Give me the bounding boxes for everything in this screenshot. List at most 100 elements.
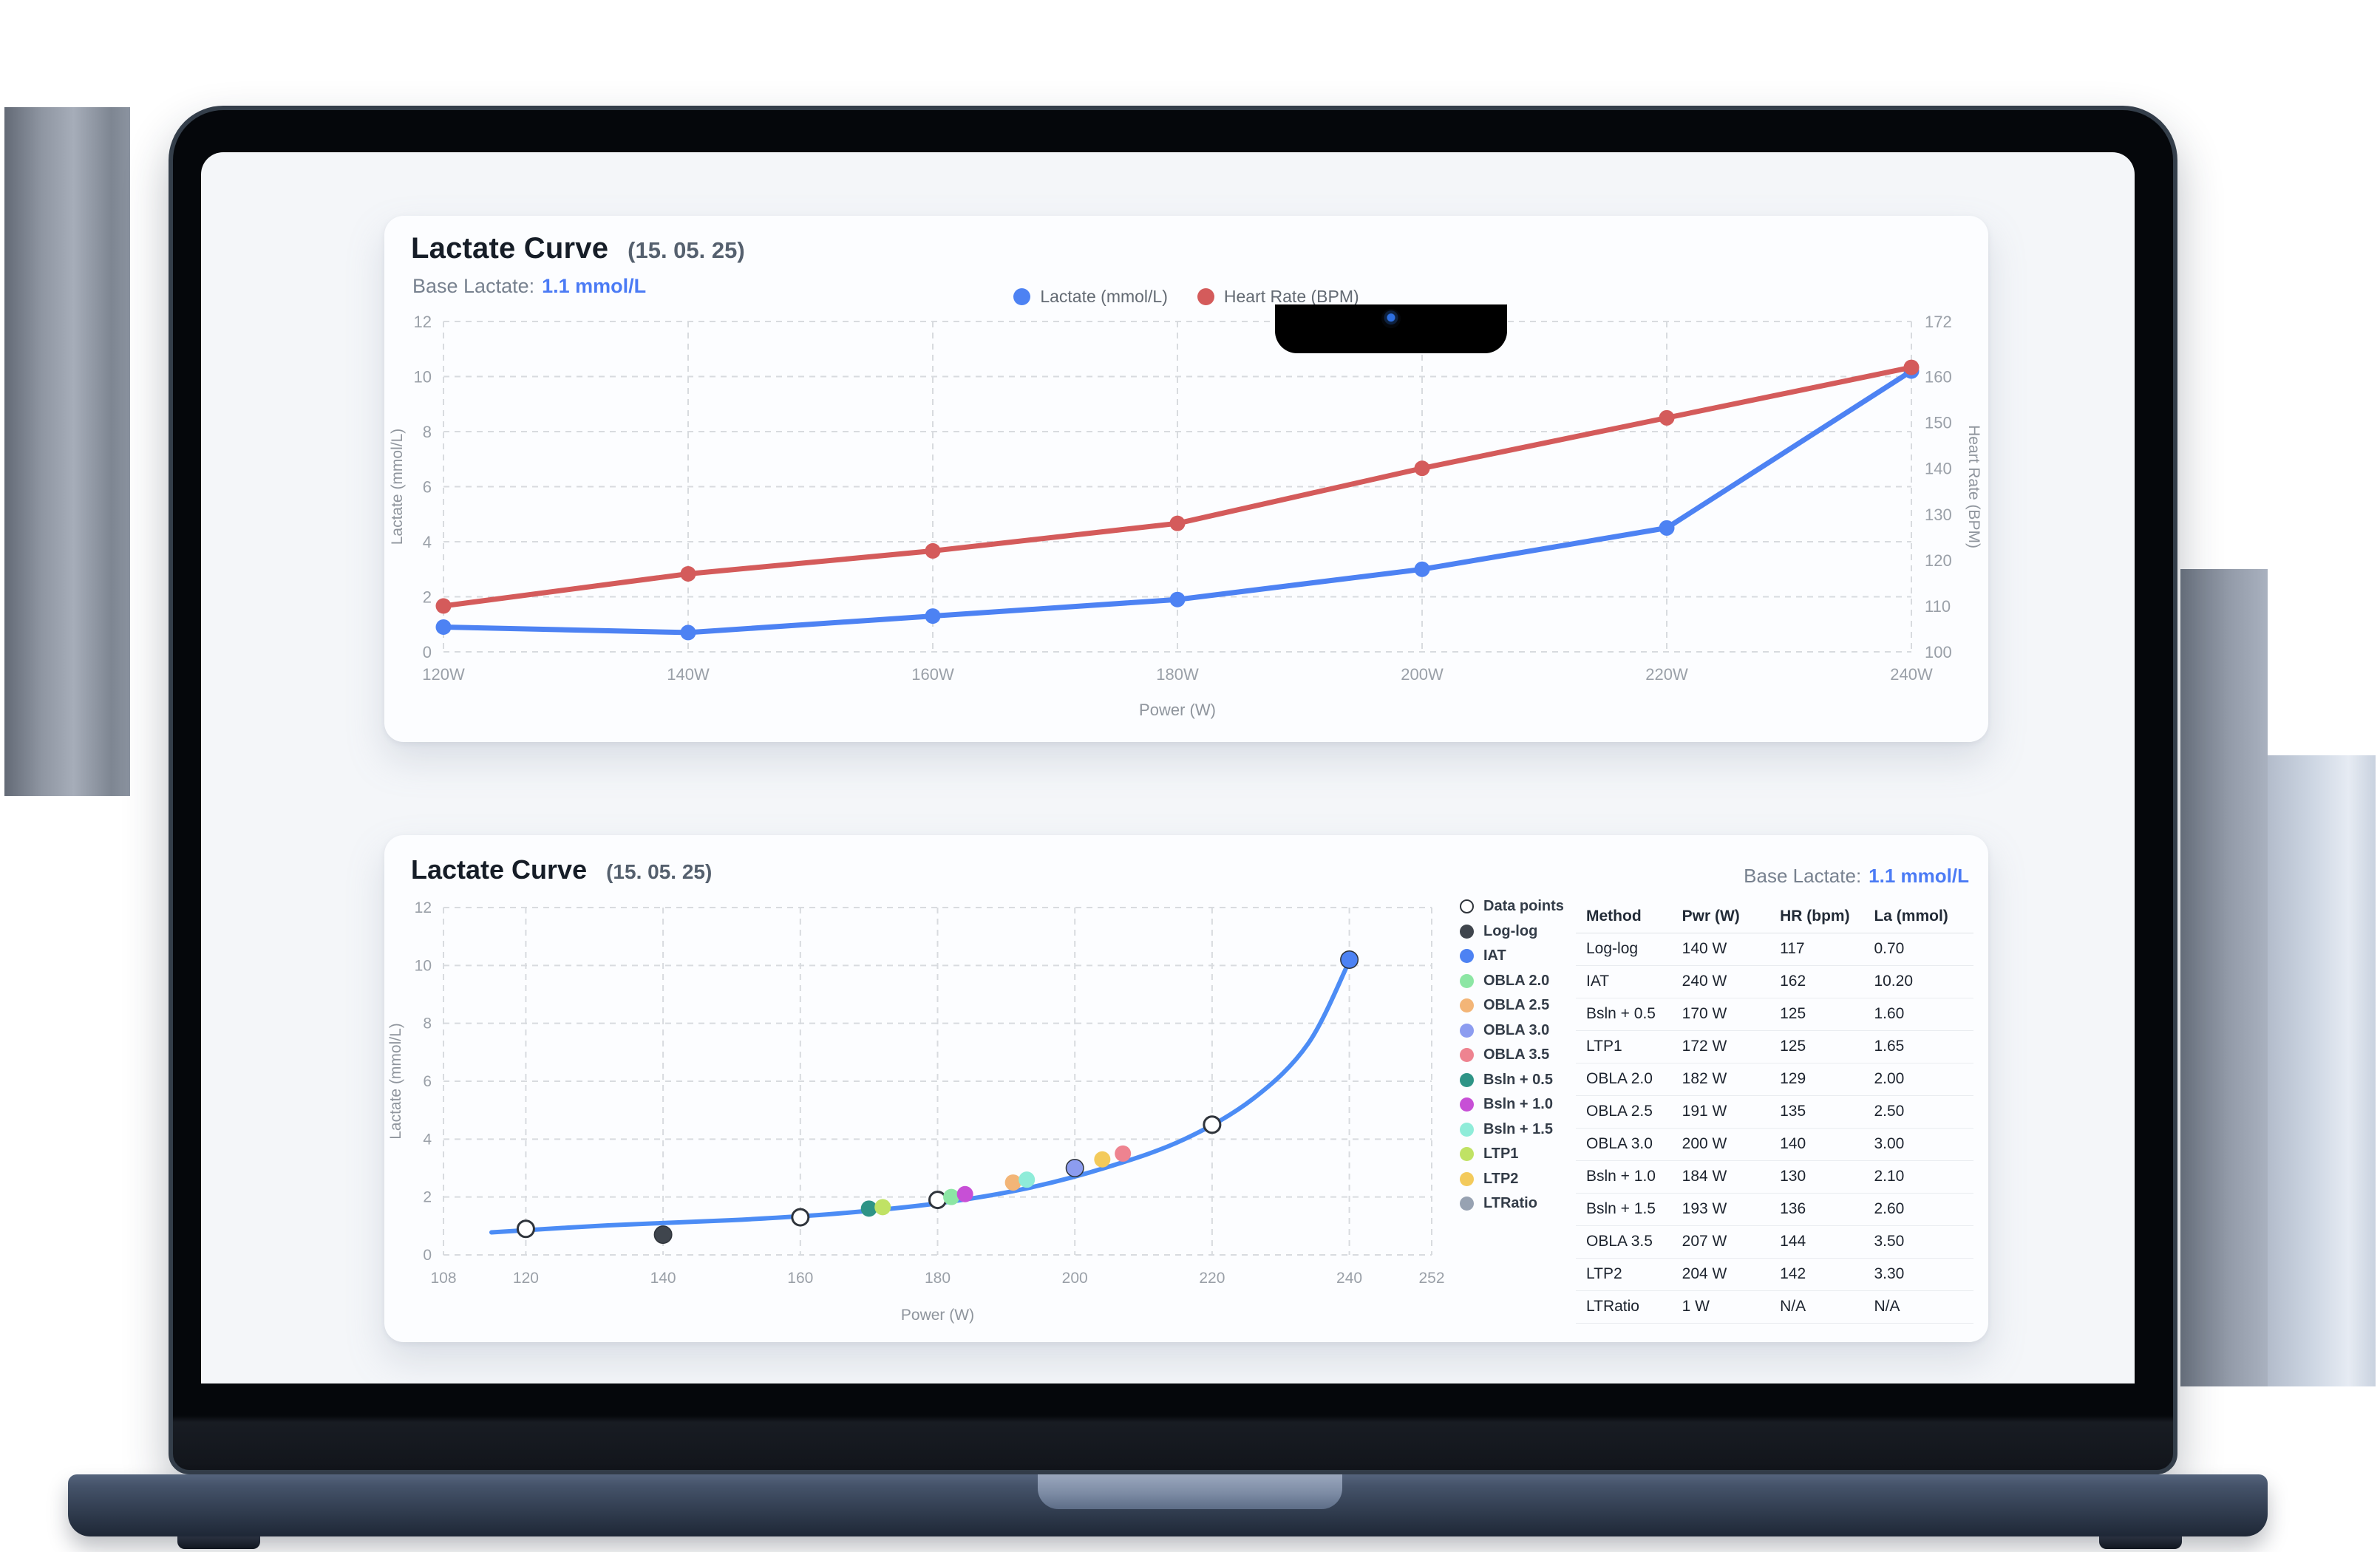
legend-item-label: Log-log — [1483, 922, 1538, 939]
table-cell: 1.65 — [1873, 1030, 1973, 1063]
legend-item-label: Data points — [1483, 898, 1564, 915]
legend-item[interactable]: LTP2 — [1460, 1167, 1585, 1192]
table-row: OBLA 2.5 191 W 135 2.50 — [1576, 1095, 1973, 1129]
table-row: Bsln + 0.5 170 W 125 1.60 — [1576, 998, 1973, 1031]
legend-item[interactable]: Data points — [1460, 894, 1585, 919]
table-cell: 125 — [1779, 998, 1874, 1031]
table-cell: 135 — [1779, 1095, 1874, 1129]
table-cell: 2.50 — [1873, 1095, 1973, 1129]
svg-text:252: 252 — [1418, 1270, 1444, 1287]
base-lactate-line: Base Lactate: 1.1 mmol/L — [412, 275, 646, 298]
legend-item[interactable]: Heart Rate (BPM) — [1197, 287, 1359, 307]
lactate-heart-rate-chart: 0 2 4 6 8 10 12 100 110 120 130 140 150 160 172 120W 140… — [389, 313, 1982, 719]
table-cell: 140 — [1779, 1128, 1874, 1161]
circle-marker-icon — [1460, 1171, 1474, 1186]
table-cell: OBLA 2.0 — [1576, 1063, 1682, 1096]
laptop-foot-left — [177, 1536, 260, 1549]
table-row: OBLA 3.0 200 W 140 3.00 — [1576, 1128, 1973, 1161]
legend-item[interactable]: Bsln + 1.5 — [1460, 1117, 1585, 1143]
svg-text:160: 160 — [1925, 368, 1952, 387]
table-cell: 2.10 — [1873, 1160, 1973, 1194]
circle-marker-icon — [1460, 1122, 1474, 1137]
circle-marker-icon — [1460, 924, 1474, 939]
table-cell: N/A — [1779, 1290, 1874, 1324]
legend-item[interactable]: IAT — [1460, 944, 1585, 969]
table-cell: 136 — [1779, 1193, 1874, 1226]
legend-item-label: OBLA 3.5 — [1483, 1046, 1550, 1063]
legend-item-label: LTP1 — [1483, 1146, 1519, 1163]
svg-text:180: 180 — [925, 1270, 951, 1287]
table-header-cell: La (mmol) — [1873, 900, 1973, 933]
circle-marker-icon — [1460, 1097, 1474, 1112]
legend-item[interactable]: OBLA 3.5 — [1460, 1043, 1585, 1068]
svg-text:2: 2 — [423, 1189, 432, 1206]
legend-item[interactable]: OBLA 3.0 — [1460, 1018, 1585, 1044]
decor-strip-right-inner — [2180, 569, 2268, 1386]
table-row: IAT 240 W 162 10.20 — [1576, 965, 1973, 998]
svg-text:4: 4 — [423, 1131, 432, 1148]
legend-item[interactable]: Bsln + 0.5 — [1460, 1068, 1585, 1093]
legend-item-label: Bsln + 1.0 — [1483, 1096, 1553, 1113]
svg-text:0: 0 — [423, 643, 432, 661]
legend-item-label: IAT — [1483, 947, 1506, 964]
top-card-header: Lactate Curve (15. 05. 25) — [411, 232, 745, 265]
base-lactate-line: Base Lactate: 1.1 mmol/L — [1744, 865, 1969, 888]
svg-text:12: 12 — [415, 899, 432, 916]
legend-item-label: OBLA 2.0 — [1483, 972, 1550, 989]
base-lactate-value: 1.1 mmol/L — [1869, 865, 1969, 887]
table-cell: N/A — [1873, 1290, 1973, 1324]
legend-item-label: Heart Rate (BPM) — [1223, 287, 1359, 306]
svg-text:Lactate (mmol/L): Lactate (mmol/L) — [387, 1023, 404, 1140]
legend-item-label: LTP2 — [1483, 1170, 1519, 1187]
decor-strip-right-outer — [2268, 755, 2376, 1386]
table-cell: 1 W — [1681, 1290, 1780, 1324]
legend-item-label: Lactate (mmol/L) — [1040, 287, 1168, 306]
table-cell: 117 — [1779, 933, 1874, 966]
top-card-date: (15. 05. 25) — [628, 237, 745, 263]
legend-item[interactable]: Lactate (mmol/L) — [1013, 287, 1168, 307]
base-lactate-value: 1.1 mmol/L — [542, 275, 647, 297]
table-cell: 204 W — [1681, 1258, 1780, 1291]
table-cell: 172 W — [1681, 1030, 1780, 1063]
legend-item[interactable]: LTRatio — [1460, 1191, 1585, 1216]
svg-text:200: 200 — [1062, 1270, 1088, 1287]
circle-marker-icon — [1460, 1072, 1474, 1087]
svg-text:140: 140 — [650, 1270, 676, 1287]
table-cell: 129 — [1779, 1063, 1874, 1096]
svg-text:12: 12 — [414, 313, 432, 331]
svg-text:180W: 180W — [1156, 665, 1199, 684]
table-row: Bsln + 1.0 184 W 130 2.10 — [1576, 1160, 1973, 1194]
legend-item-label: OBLA 2.5 — [1483, 997, 1550, 1014]
table-header-cell: HR (bpm) — [1779, 900, 1874, 933]
table-header-cell: Method — [1576, 900, 1682, 933]
svg-text:Lactate (mmol/L): Lactate (mmol/L) — [389, 429, 406, 545]
table-cell: 184 W — [1681, 1160, 1780, 1194]
legend-item[interactable]: Log-log — [1460, 919, 1585, 945]
legend-item[interactable]: OBLA 2.0 — [1460, 969, 1585, 994]
svg-text:10: 10 — [414, 368, 432, 387]
svg-text:140W: 140W — [667, 665, 710, 684]
svg-text:150: 150 — [1925, 414, 1952, 432]
table-cell: 2.60 — [1873, 1193, 1973, 1226]
table-cell: 142 — [1779, 1258, 1874, 1291]
table-cell: 144 — [1779, 1225, 1874, 1259]
legend-item[interactable]: Bsln + 1.0 — [1460, 1092, 1585, 1117]
svg-text:200W: 200W — [1401, 665, 1444, 684]
table-row: Log-log 140 W 117 0.70 — [1576, 933, 1973, 966]
table-cell: 191 W — [1681, 1095, 1780, 1129]
table-cell: 200 W — [1681, 1128, 1780, 1161]
legend-item[interactable]: LTP1 — [1460, 1142, 1585, 1167]
circle-marker-icon — [1013, 288, 1031, 305]
table-cell: 240 W — [1681, 965, 1780, 998]
base-lactate-label: Base Lactate: — [1744, 865, 1862, 887]
svg-text:Power (W): Power (W) — [1139, 701, 1216, 719]
legend-item[interactable]: OBLA 2.5 — [1460, 993, 1585, 1018]
table-cell: 3.00 — [1873, 1128, 1973, 1161]
svg-text:140: 140 — [1925, 460, 1952, 478]
circle-marker-icon — [1460, 1197, 1474, 1211]
table-row: Bsln + 1.5 193 W 136 2.60 — [1576, 1193, 1973, 1226]
svg-text:Heart Rate (BPM): Heart Rate (BPM) — [1965, 425, 1982, 548]
table-cell: IAT — [1576, 965, 1682, 998]
svg-text:120: 120 — [513, 1270, 539, 1287]
